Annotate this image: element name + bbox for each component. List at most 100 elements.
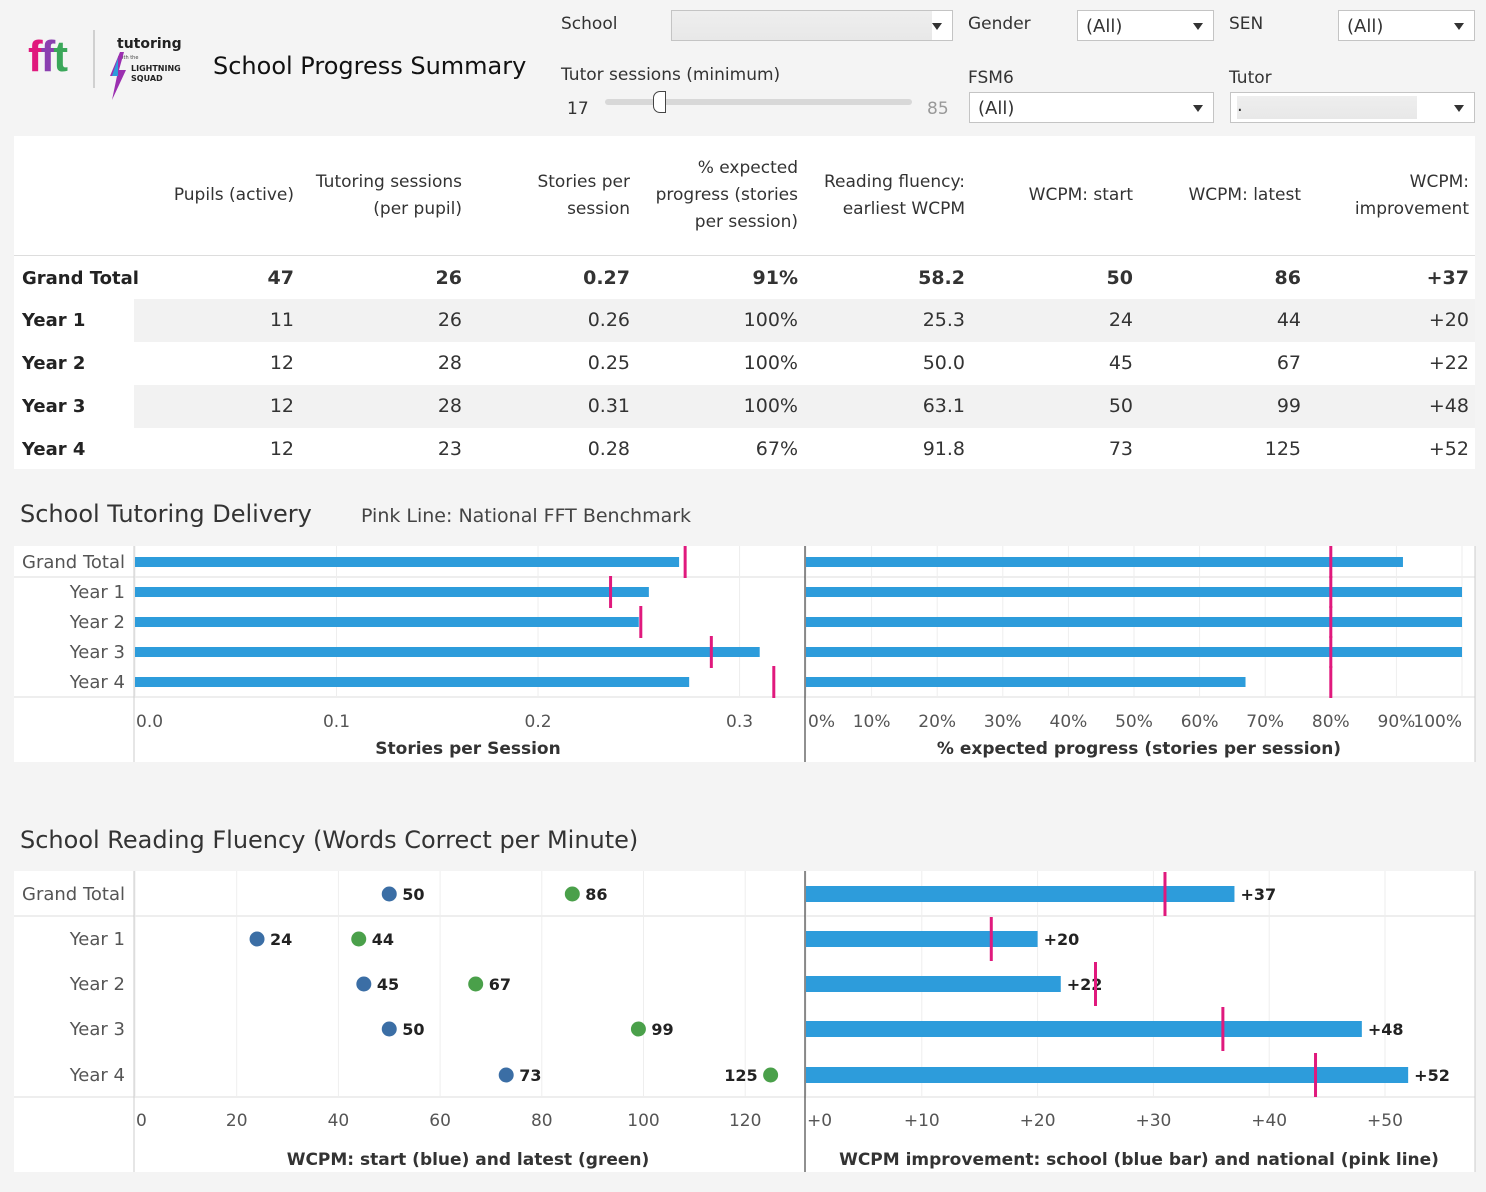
col-header-sessions-line: Tutoring sessions <box>315 172 462 192</box>
col-header-sessions-line: (per pupil) <box>373 199 462 219</box>
gender-select[interactable]: (All) <box>1077 10 1214 41</box>
wcpm-start-dot <box>381 886 397 902</box>
improvement-bar <box>806 976 1061 992</box>
x-tick-label: 20 <box>226 1111 248 1131</box>
sessions-slider-handle[interactable] <box>653 91 666 113</box>
sessions-slider-max: 85 <box>927 99 949 119</box>
chevron-down-icon <box>932 23 942 30</box>
fluency-chart: Grand Total Year 1 Year 2 Year 3 Year 4 0 20 40… <box>14 871 1476 1172</box>
sessions-slider-track[interactable] <box>605 99 912 105</box>
wcpm-latest-dot <box>763 1067 779 1083</box>
row-label: Year 1 <box>22 310 86 331</box>
table-cell: 0.25 <box>587 352 630 374</box>
col-header-wcpm-start-line: WCPM: start <box>1028 185 1133 205</box>
improvement-bar <box>806 1067 1409 1083</box>
table-row-grand-total: Grand Total 47 26 0.27 91% 58.2 50 86 +37 <box>14 257 1475 300</box>
x-tick-label: 80% <box>1312 712 1350 732</box>
row-category-label: Year 1 <box>69 582 125 603</box>
table-cell: 26 <box>437 309 462 331</box>
delivery-chart: Grand Total Year 1 Year 2 Year 3 Year 4 0.0 0.… <box>14 546 1476 762</box>
table-cell: 58.2 <box>918 267 965 289</box>
table-cell: 47 <box>267 267 294 289</box>
logo-letter-t: t <box>53 32 68 81</box>
improvement-label: +48 <box>1368 1020 1404 1039</box>
col-header-earliest-line: Reading fluency: <box>823 172 965 192</box>
wcpm-latest-label: 99 <box>651 1020 673 1039</box>
table-cell: 91% <box>752 267 798 289</box>
expected-progress-bar <box>806 587 1462 597</box>
x-tick-label: +0 <box>807 1111 832 1131</box>
table-cell: +20 <box>1428 309 1469 331</box>
expected-progress-bar <box>806 647 1462 657</box>
x-tick-label: 0.0 <box>136 712 163 732</box>
wcpm-latest-dot <box>564 886 580 902</box>
x-tick-label: 0 <box>136 1111 147 1131</box>
x-tick-label: +20 <box>1020 1111 1056 1131</box>
wcpm-latest-dot <box>630 1021 646 1037</box>
improvement-bar <box>806 931 1038 947</box>
x-tick-label: 40% <box>1050 712 1088 732</box>
table-cell: 44 <box>1276 309 1301 331</box>
table-cell: 73 <box>1108 438 1133 460</box>
x-axis-title: WCPM improvement: school (blue bar) and … <box>839 1150 1439 1170</box>
x-tick-label: +30 <box>1135 1111 1171 1131</box>
lightning-squad-logo: tutoring with the LIGHTNING SQUAD <box>106 36 186 100</box>
x-tick-label: +10 <box>904 1111 940 1131</box>
col-header-wcpm-start: WCPM: start <box>990 182 1133 209</box>
x-tick-label: 50% <box>1115 712 1153 732</box>
row-label: Year 3 <box>22 396 86 417</box>
chevron-down-icon <box>1454 23 1464 30</box>
table-cell: +52 <box>1428 438 1469 460</box>
table-cell: 26 <box>435 267 462 289</box>
expected-progress-bar <box>806 617 1462 627</box>
improvement-bar <box>806 1021 1362 1037</box>
x-tick-label: 80 <box>531 1111 553 1131</box>
stories-bar <box>135 617 639 627</box>
table-cell: 91.8 <box>922 438 965 460</box>
table-row: Year 1 11 26 0.26 100% 25.3 24 44 +20 <box>22 299 1475 342</box>
table-cell: 0.31 <box>587 395 630 417</box>
school-filter-label: School <box>561 14 618 34</box>
col-header-earliest-wcpm: Reading fluency: earliest WCPM <box>810 169 965 223</box>
col-header-expected: % expected progress (stories per session… <box>640 155 798 236</box>
col-header-wcpm-latest: WCPM: latest <box>1160 182 1301 209</box>
wcpm-start-dot <box>356 976 372 992</box>
wcpm-latest-dot <box>351 931 367 947</box>
logo-squad-text: SQUAD <box>131 74 163 83</box>
tutor-filter-label: Tutor <box>1229 68 1272 88</box>
logo-letter-f2: f <box>40 32 56 81</box>
tutor-select[interactable]: . <box>1230 92 1475 123</box>
table-cell: 28 <box>437 395 462 417</box>
sessions-filter-label: Tutor sessions (minimum) <box>561 65 781 85</box>
row-label: Grand Total <box>22 268 139 289</box>
sen-select[interactable]: (All) <box>1338 10 1475 41</box>
fft-logo: fft <box>28 32 68 82</box>
col-header-improvement-line: WCPM: <box>1409 172 1469 192</box>
improvement-label: +20 <box>1044 930 1080 949</box>
fsm6-select[interactable]: (All) <box>969 92 1214 123</box>
col-header-wcpm-latest-line: WCPM: latest <box>1188 185 1301 205</box>
wcpm-start-dot <box>381 1021 397 1037</box>
expected-progress-bar <box>806 557 1403 567</box>
chevron-down-icon <box>1193 23 1203 30</box>
col-header-sessions: Tutoring sessions (per pupil) <box>300 169 462 223</box>
x-tick-label: +40 <box>1251 1111 1287 1131</box>
tutor-select-value: . <box>1237 95 1243 116</box>
table-cell: 67 <box>1276 352 1301 374</box>
stories-bar <box>135 647 760 657</box>
stories-bar <box>135 677 690 687</box>
school-select[interactable] <box>671 10 953 41</box>
row-category-label: Year 2 <box>69 974 125 995</box>
wcpm-start-dot <box>249 931 265 947</box>
row-category-label: Year 4 <box>69 1065 125 1086</box>
table-header-divider <box>14 255 1475 256</box>
table-cell: 100% <box>743 309 798 331</box>
col-header-expected-line: progress (stories <box>655 185 798 205</box>
wcpm-start-label: 50 <box>402 885 424 904</box>
wcpm-start-label: 50 <box>402 1020 424 1039</box>
col-header-pupils: Pupils (active) <box>160 182 294 209</box>
wcpm-start-dot <box>498 1067 514 1083</box>
col-header-earliest-line: earliest WCPM <box>842 199 965 219</box>
logo-tutoring-text: tutoring <box>117 36 182 52</box>
x-tick-label: +50 <box>1367 1111 1403 1131</box>
